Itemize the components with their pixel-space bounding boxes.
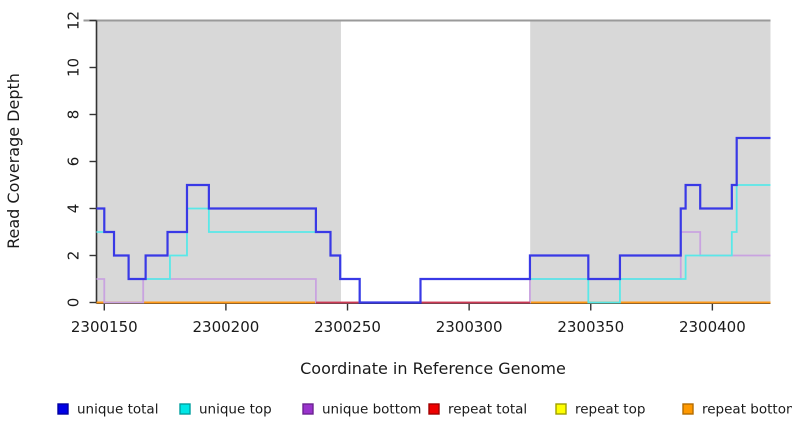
x-tick-label: 2300150	[71, 318, 138, 336]
x-tick-label: 2300350	[557, 318, 624, 336]
legend-label-unique-total: unique total	[77, 402, 158, 418]
x-tick-label: 2300200	[192, 318, 259, 336]
x-tick-label: 2300400	[679, 318, 746, 336]
x-tick-label: 2300300	[436, 318, 503, 336]
shaded-band	[96, 20, 341, 303]
legend-label-repeat-top: repeat top	[575, 402, 645, 418]
y-tick-label: 10	[65, 58, 83, 77]
legend-label-unique-top: unique top	[199, 402, 272, 418]
shaded-regions	[96, 20, 771, 303]
legend-label-repeat-bottom: repeat bottom	[702, 402, 792, 418]
legend-swatch-repeat-bottom	[682, 403, 694, 415]
legend-label-unique-bottom: unique bottom	[322, 402, 421, 418]
y-tick-label: 8	[65, 110, 83, 120]
y-axis-title: Read Coverage Depth	[4, 73, 23, 249]
y-tick-label: 2	[65, 251, 83, 261]
x-axis-title: Coordinate in Reference Genome	[300, 359, 566, 378]
legend: unique total unique top unique bottom repea…	[57, 402, 792, 418]
legend-swatch-unique-total	[57, 403, 69, 415]
shaded-band	[530, 20, 771, 303]
legend-swatch-unique-top	[179, 403, 191, 415]
legend-swatch-repeat-top	[555, 403, 567, 415]
y-tick-label: 6	[65, 157, 83, 167]
x-tick-label: 2300250	[314, 318, 381, 336]
series-lines	[96, 136, 771, 304]
y-tick-label: 4	[65, 204, 83, 214]
legend-swatch-unique-bottom	[302, 403, 314, 415]
y-tick-label: 12	[65, 11, 83, 30]
series-line-unique-total	[96, 136, 771, 304]
tick-labels: 2300150 2300200 2300250 2300300 2300350 23004…	[65, 11, 746, 336]
legend-swatch-repeat-total	[428, 403, 440, 415]
legend-label-repeat-total: repeat total	[448, 402, 527, 418]
y-tick-label: 0	[65, 298, 83, 308]
